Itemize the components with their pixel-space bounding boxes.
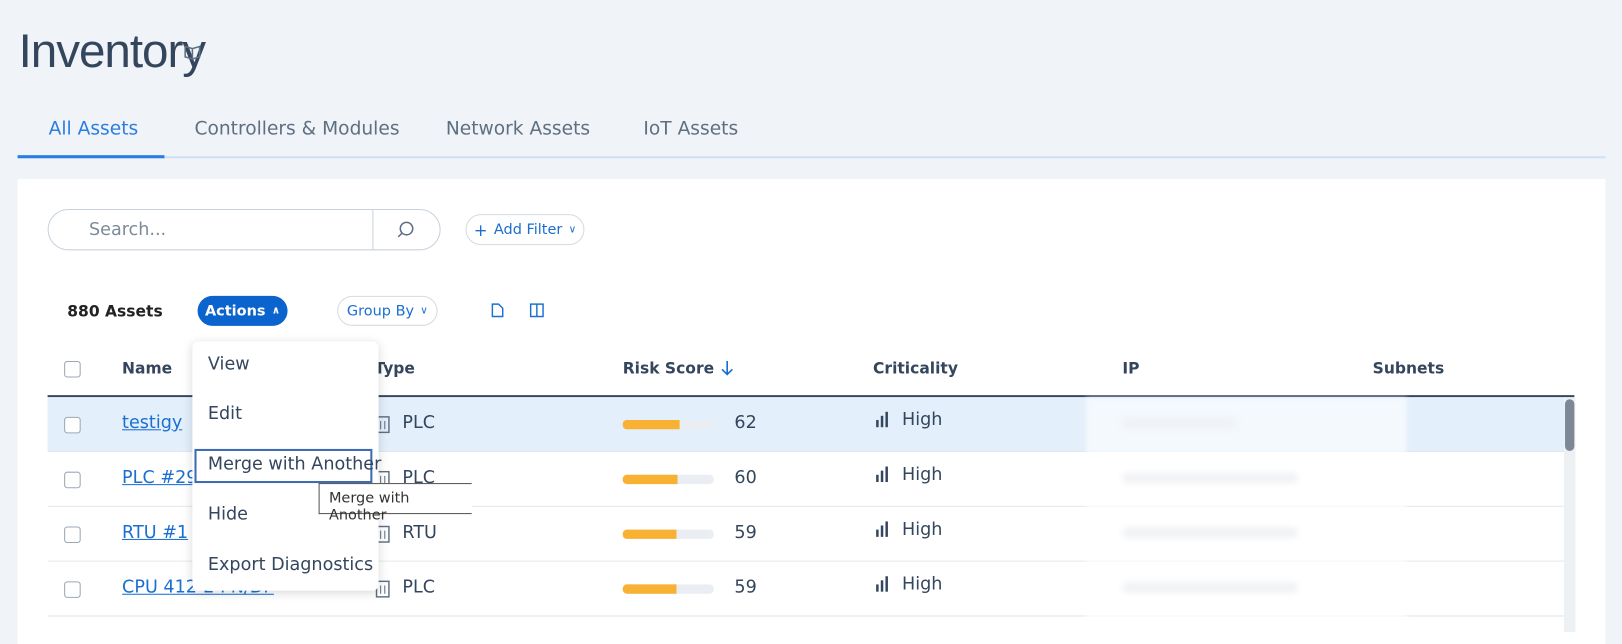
row-checkbox[interactable] <box>64 471 81 489</box>
chevron: ∨ <box>568 223 577 236</box>
criticality: High <box>901 574 943 595</box>
risk-bar <box>622 584 677 594</box>
criticality: High <box>901 409 943 431</box>
export-icon[interactable] <box>489 302 506 319</box>
chevron: ∧ <box>271 305 281 317</box>
menu-focus-ring <box>194 448 373 484</box>
row-checkbox[interactable] <box>64 416 81 434</box>
risk-bar <box>622 419 680 430</box>
column-header[interactable]: Risk Score <box>622 358 715 378</box>
header-rule <box>47 395 1575 398</box>
search-box[interactable]: Search... <box>47 208 441 251</box>
risk-bar <box>622 529 677 539</box>
add-filter-label: Add Filter <box>493 221 563 238</box>
blurred-ip-area <box>1086 397 1407 633</box>
criticality-icon <box>876 411 888 428</box>
risk-score: 59 <box>734 577 757 598</box>
asset-type: PLC <box>402 577 436 598</box>
chevron: ∨ <box>420 305 428 317</box>
search-icon[interactable] <box>396 220 415 239</box>
page-title: Inventory <box>18 23 206 78</box>
actions-label: Actions <box>204 302 266 320</box>
risk-score: 60 <box>734 467 757 489</box>
menu-item[interactable]: Hide <box>207 503 249 525</box>
criticality-icon <box>876 576 888 592</box>
row-checkbox[interactable] <box>64 526 81 544</box>
column-header[interactable]: Criticality <box>873 358 958 378</box>
tab[interactable]: All Assets <box>48 117 139 140</box>
actions-menu: View Edit Merge with Another Hide Export Dia… <box>192 341 382 591</box>
active-tab-indicator <box>17 155 165 159</box>
asset-name[interactable]: RTU #1 <box>122 522 189 544</box>
column-header[interactable]: Name <box>122 358 173 378</box>
menu-item[interactable]: Export Diagnostics <box>207 554 374 576</box>
criticality: High <box>901 519 943 540</box>
criticality-icon <box>876 466 888 483</box>
search-placeholder: Search... <box>88 219 167 240</box>
asset-name[interactable]: testigy <box>122 412 183 434</box>
group-by-label: Group By <box>346 302 415 320</box>
row-checkbox[interactable] <box>64 581 81 598</box>
asset-type: PLC <box>402 412 436 434</box>
select-all-checkbox[interactable] <box>64 361 81 378</box>
asset-count: 880 Assets <box>67 302 163 321</box>
risk-score: 62 <box>734 412 757 434</box>
tab[interactable]: Network Assets <box>445 117 591 140</box>
criticality: High <box>901 464 943 486</box>
tooltip: Merge with Another <box>318 483 472 523</box>
tab[interactable]: IoT Assets <box>643 117 739 140</box>
column-header[interactable]: Type <box>374 358 415 378</box>
actions-button[interactable]: Actions ∧ <box>197 295 288 326</box>
column-header[interactable]: Subnets <box>1372 358 1445 378</box>
risk-score: 59 <box>734 522 757 544</box>
column-header[interactable]: IP <box>1122 358 1140 378</box>
group-by-button[interactable]: Group By ∨ <box>337 295 438 326</box>
criticality-icon <box>876 521 888 537</box>
scrollbar-track <box>1564 397 1576 633</box>
docs-icon[interactable] <box>183 43 202 60</box>
asset-type: RTU <box>402 522 437 544</box>
scrollbar-thumb[interactable] <box>1565 399 1575 451</box>
plus-icon: + <box>473 219 488 240</box>
risk-bar <box>622 474 678 485</box>
sort-arrow[interactable] <box>719 359 736 378</box>
menu-item[interactable]: View <box>207 353 250 375</box>
asset-name[interactable]: PLC #29 <box>122 467 198 489</box>
menu-item[interactable]: Merge with Another <box>207 454 382 475</box>
divider <box>372 209 374 250</box>
add-filter-button[interactable]: + Add Filter ∨ <box>465 214 585 246</box>
tab[interactable]: Controllers & Modules <box>194 117 400 140</box>
tab-underline <box>17 156 1606 159</box>
menu-item[interactable]: Edit <box>207 403 242 425</box>
columns-icon[interactable] <box>529 302 546 319</box>
